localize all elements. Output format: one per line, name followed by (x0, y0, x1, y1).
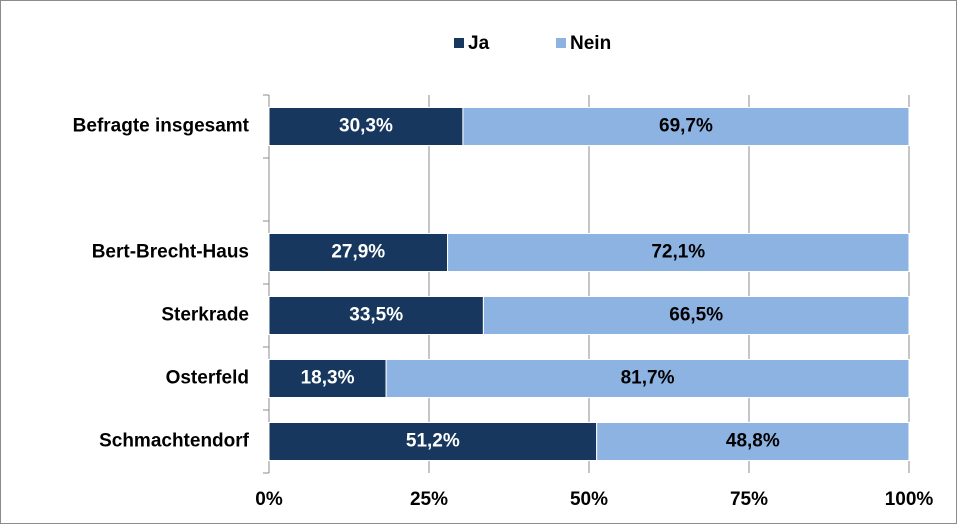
bar-segment (596, 422, 910, 461)
x-tick-label: 75% (730, 489, 768, 510)
data-label: 72,1% (651, 242, 705, 263)
x-tick-label: 25% (410, 489, 448, 510)
bar-segment (268, 422, 598, 461)
data-label: 33,5% (349, 305, 403, 326)
x-tick-label: 100% (885, 489, 934, 510)
legend-label: Nein (570, 33, 611, 54)
y-tick-label: Sterkrade (161, 305, 249, 326)
data-label: 51,2% (406, 431, 460, 452)
y-tick-label: Befragte insgesamt (73, 116, 250, 137)
data-label: 66,5% (669, 305, 723, 326)
data-label: 48,8% (726, 431, 780, 452)
data-label: 69,7% (659, 116, 713, 137)
bar-segment (268, 233, 449, 272)
data-label: 27,9% (331, 242, 385, 263)
data-label: 18,3% (301, 368, 355, 389)
bar-segment (268, 107, 464, 146)
y-tick-label: Osterfeld (166, 368, 249, 389)
bar-segment (447, 233, 910, 272)
bar-segment (462, 107, 910, 146)
y-tick-label: Schmachtendorf (99, 431, 250, 452)
legend-swatch (454, 38, 464, 48)
x-tick-label: 50% (570, 489, 608, 510)
x-tick-label: 0% (255, 489, 283, 510)
y-tick-label: Bert-Brecht-Haus (92, 242, 249, 263)
legend-label: Ja (468, 33, 490, 54)
bar-segment (268, 296, 484, 335)
legend-swatch (556, 38, 566, 48)
data-label: 30,3% (339, 116, 393, 137)
bar-segment (385, 359, 910, 398)
bar-segment (482, 296, 910, 335)
data-label: 81,7% (621, 368, 675, 389)
